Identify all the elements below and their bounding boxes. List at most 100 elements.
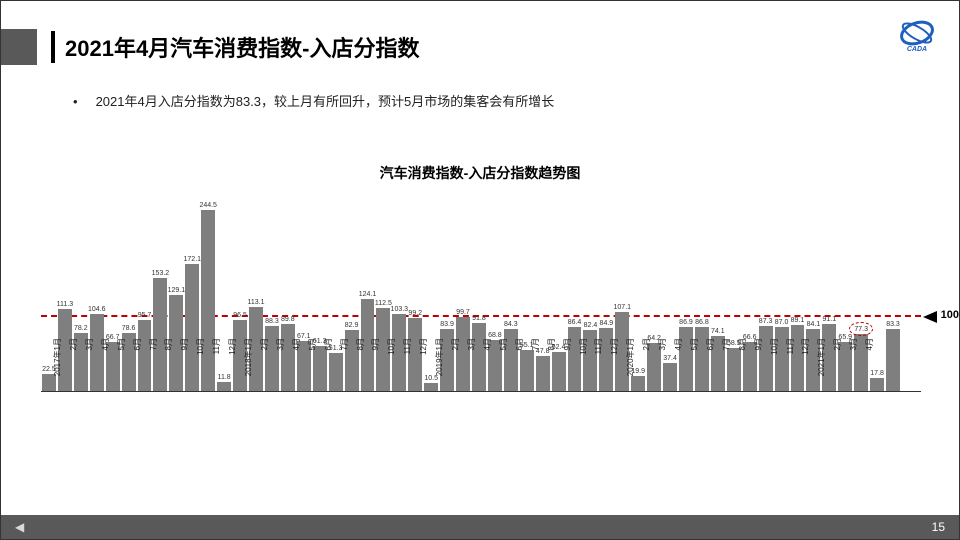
bar-value-label: 89.1 [791, 317, 805, 324]
x-tick-label: 3月 [657, 338, 668, 394]
bar-value-label: 96.5 [233, 312, 247, 319]
x-tick-label: 5月 [689, 338, 700, 394]
bar-value-label: 111.3 [57, 301, 73, 308]
bar-value-label: 86.4 [568, 319, 582, 326]
bar-value-label: 99.7 [456, 309, 470, 316]
x-tick-label: 3月 [466, 338, 477, 394]
x-tick-label: 12月 [609, 338, 620, 394]
bar-value-label: 82.9 [345, 322, 359, 329]
x-tick-label: 11月 [402, 338, 413, 394]
title-accent-block [1, 29, 37, 65]
bar-value-label: 84.1 [807, 321, 821, 328]
x-tick-label: 6月 [323, 338, 334, 394]
bar-value-label: 95.7 [138, 312, 152, 319]
bar-value-label: 112.5 [375, 300, 392, 307]
x-tick-label: 10月 [769, 338, 780, 394]
x-tick-label: 7月 [148, 338, 159, 394]
bar-value-label: 78.6 [122, 325, 136, 332]
x-tick-label: 10月 [578, 338, 589, 394]
bar-chart: 100 22.5111.378.2104.666.778.695.7153.21… [41, 191, 921, 451]
bar-value-label: 87.0 [775, 319, 789, 326]
x-tick-label: 9月 [562, 338, 573, 394]
bar-value-label: 153.2 [152, 270, 170, 277]
bar-value-label: 87.3 [759, 318, 773, 325]
x-tick-label: 7月 [721, 338, 732, 394]
x-axis: 2017年1月2月3月4月5月6月7月8月9月10月11月12月2018年1月2… [41, 391, 921, 451]
bar-rect [886, 329, 900, 391]
x-tick-label: 2018年1月 [243, 338, 254, 394]
slide-number: 15 [932, 520, 945, 534]
x-tick-label: 10月 [195, 338, 206, 394]
bar-value-label: 74.1 [711, 328, 725, 335]
x-tick-label: 2019年1月 [434, 338, 445, 394]
x-tick-label: 4月 [291, 338, 302, 394]
bar-value-label: 91.1 [823, 316, 837, 323]
highlight-circle [849, 322, 873, 336]
page-title: 2021年4月汽车消费指数-入店分指数 [65, 31, 420, 63]
footer-bar: ◀ 15 [1, 515, 959, 539]
bar-value-label: 91.8 [472, 315, 486, 322]
x-tick-label: 2020年1月 [625, 338, 636, 394]
bar: 83.3 [885, 329, 901, 391]
x-tick-label: 2月 [259, 338, 270, 394]
x-tick-label: 9月 [370, 338, 381, 394]
reference-arrow-icon [923, 309, 939, 330]
x-tick-label: 11月 [785, 338, 796, 394]
chart-title: 汽车消费指数-入店分指数趋势图 [1, 163, 959, 183]
x-tick-label: 8月 [546, 338, 557, 394]
x-tick-label: 7月 [530, 338, 541, 394]
x-tick-label: 2月 [641, 338, 652, 394]
reference-label: 100 [941, 309, 959, 321]
x-tick-label: 9月 [753, 338, 764, 394]
bar-value-label: 103.3 [391, 306, 409, 313]
x-tick-label: 4月 [100, 338, 111, 394]
x-tick-label: 6月 [705, 338, 716, 394]
x-tick-label: 6月 [514, 338, 525, 394]
x-tick-label: 12月 [418, 338, 429, 394]
bar-value-label: 113.1 [247, 299, 264, 306]
x-tick-label: 4月 [673, 338, 684, 394]
bar-value-label: 129.1 [168, 287, 186, 294]
bar-value-label: 107.1 [614, 304, 632, 311]
x-tick-label: 6月 [132, 338, 143, 394]
x-tick-label: 2月 [450, 338, 461, 394]
x-tick-label: 10月 [386, 338, 397, 394]
x-tick-label: 3月 [275, 338, 286, 394]
x-tick-label: 2月 [832, 338, 843, 394]
bar-value-label: 104.6 [88, 306, 106, 313]
bar-value-label: 88.3 [265, 318, 279, 325]
x-tick-label: 2021年1月 [816, 338, 827, 394]
x-tick-label: 11月 [211, 338, 222, 394]
bullet-dot: • [73, 94, 96, 109]
x-tick-label: 5月 [498, 338, 509, 394]
bar-value-label: 78.2 [74, 325, 88, 332]
x-tick-label: 11月 [593, 338, 604, 394]
x-tick-label: 8月 [163, 338, 174, 394]
x-tick-label: 7月 [339, 338, 350, 394]
bar-value-label: 82.4 [584, 322, 598, 329]
svg-text:CADA: CADA [907, 46, 927, 53]
bar-value-label: 89.8 [281, 316, 295, 323]
bar-value-label: 83.9 [440, 321, 454, 328]
x-tick-label: 12月 [800, 338, 811, 394]
x-tick-label: 5月 [116, 338, 127, 394]
bar-value-label: 124.1 [359, 291, 377, 298]
x-tick-label: 5月 [307, 338, 318, 394]
bullet-content: 2021年4月入店分指数为83.3，较上月有所回升，预计5月市场的集客会有所增长 [96, 94, 555, 109]
cada-logo-icon: CADA [893, 19, 941, 58]
x-tick-label: 3月 [84, 338, 95, 394]
bar-value-label: 83.3 [886, 321, 900, 328]
x-tick-label: 8月 [355, 338, 366, 394]
prev-slide-icon[interactable]: ◀ [15, 520, 24, 534]
slide: 2021年4月汽车消费指数-入店分指数 CADA •2021年4月入店分指数为8… [0, 0, 960, 540]
bar-value-label: 86.9 [679, 319, 693, 326]
x-tick-label: 4月 [864, 338, 875, 394]
bar-value-label: 244.5 [199, 202, 217, 209]
bar-value-label: 84.3 [504, 321, 518, 328]
x-tick-label: 2017年1月 [52, 338, 63, 394]
x-tick-label: 3月 [848, 338, 859, 394]
x-tick-label: 9月 [179, 338, 190, 394]
bullet-text: •2021年4月入店分指数为83.3，较上月有所回升，预计5月市场的集客会有所增… [73, 91, 554, 110]
bar-value-label: 86.8 [695, 319, 709, 326]
x-tick-label: 2月 [68, 338, 79, 394]
